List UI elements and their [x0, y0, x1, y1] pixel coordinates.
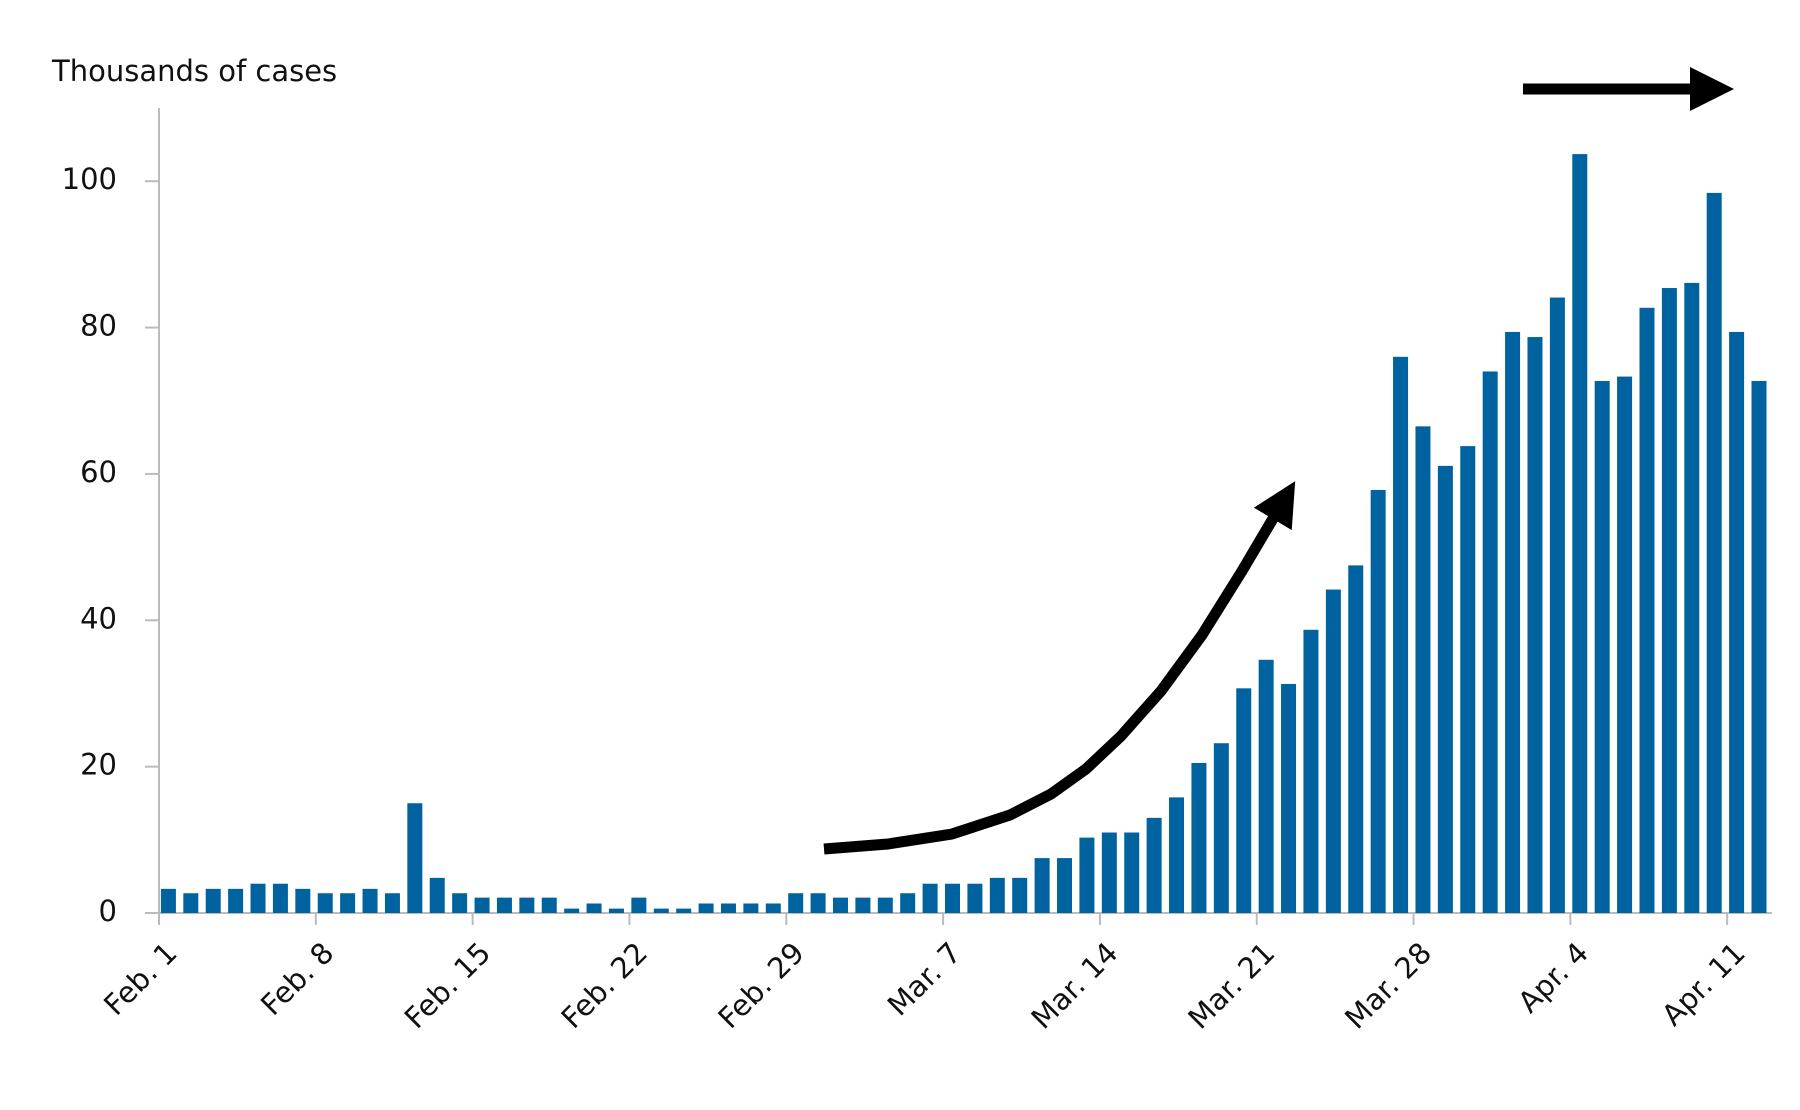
- bar: [989, 877, 1005, 913]
- x-tick-label: Feb. 1: [97, 936, 183, 1022]
- x-tick-label: Apr. 4: [1511, 936, 1595, 1020]
- bar: [272, 883, 288, 913]
- bar: [945, 883, 961, 913]
- bar: [1281, 683, 1297, 913]
- bar: [855, 897, 871, 913]
- bar: [631, 897, 647, 913]
- y-axis-label: Thousands of cases: [51, 54, 337, 88]
- bar: [810, 893, 826, 913]
- bar: [519, 897, 535, 913]
- x-tick-label: Mar. 21: [1181, 936, 1281, 1036]
- bar: [743, 903, 759, 913]
- bar: [228, 888, 244, 913]
- bar: [788, 893, 804, 913]
- bar: [1639, 307, 1655, 913]
- bar: [1706, 192, 1722, 913]
- bar: [362, 888, 378, 913]
- x-tick-label: Feb. 22: [555, 936, 654, 1035]
- x-tick-label: Mar. 7: [881, 936, 968, 1023]
- bar: [1124, 832, 1140, 913]
- x-tick-label: Mar. 28: [1338, 936, 1438, 1036]
- bar: [608, 908, 624, 913]
- bar: [1505, 331, 1521, 913]
- bar: [183, 893, 199, 913]
- bar: [1303, 629, 1319, 913]
- bar: [295, 888, 311, 913]
- bar: [1549, 297, 1565, 914]
- bar: [1079, 837, 1095, 913]
- bar: [317, 893, 333, 913]
- bar: [676, 908, 692, 913]
- bar: [429, 877, 445, 913]
- bar: [564, 908, 580, 913]
- bar: [1393, 356, 1409, 913]
- bar: [1661, 288, 1677, 913]
- growth-arrow: [823, 481, 1296, 855]
- bar: [384, 893, 400, 913]
- bar: [900, 893, 916, 913]
- bar: [541, 897, 557, 913]
- bar: [1348, 565, 1364, 913]
- bar: [1415, 426, 1431, 913]
- x-tick-label: Feb. 8: [254, 936, 340, 1022]
- bar: [1034, 858, 1050, 913]
- bar: [1684, 282, 1700, 913]
- bar: [1057, 858, 1073, 913]
- bar: [765, 903, 781, 913]
- bar: [1572, 154, 1588, 913]
- bar: [653, 908, 669, 913]
- x-tick-label: Feb. 29: [711, 936, 810, 1035]
- bar: [407, 803, 423, 913]
- y-tick-label: 80: [80, 309, 117, 343]
- bar: [496, 897, 512, 913]
- x-tick-label: Mar. 14: [1025, 936, 1125, 1036]
- bar: [1729, 331, 1745, 913]
- bar: [250, 883, 266, 913]
- bar: [877, 897, 893, 913]
- bar: [1617, 376, 1633, 913]
- bar: [1012, 877, 1028, 913]
- bar: [1482, 371, 1498, 913]
- bar: [1527, 337, 1543, 913]
- bar: [474, 897, 490, 913]
- bar: [1258, 659, 1274, 913]
- bar: [1460, 446, 1476, 913]
- bar: [1325, 589, 1341, 913]
- bar: [698, 903, 714, 913]
- bar: [1146, 817, 1162, 913]
- bar: [967, 883, 983, 913]
- y-tick-label: 0: [99, 894, 117, 928]
- bar: [832, 897, 848, 913]
- bar: [160, 888, 176, 913]
- bar: [1191, 762, 1207, 913]
- bar: [586, 903, 602, 913]
- bar: [1594, 380, 1610, 914]
- bar: [1169, 797, 1185, 913]
- bar: [340, 893, 356, 913]
- bar: [1751, 380, 1767, 914]
- bar: [1213, 743, 1229, 913]
- bar: [1437, 465, 1453, 913]
- y-tick-label: 100: [62, 162, 117, 196]
- y-tick-label: 60: [80, 455, 117, 489]
- bar: [205, 888, 221, 913]
- x-tick-label: Apr. 11: [1655, 936, 1752, 1033]
- bar: [1101, 832, 1117, 913]
- bar: [720, 903, 736, 913]
- y-tick-label: 40: [80, 601, 117, 635]
- bar: [922, 883, 938, 913]
- y-tick-label: 20: [80, 748, 117, 782]
- bar: [452, 893, 468, 913]
- x-tick-label: Feb. 15: [398, 936, 497, 1035]
- bar: [1370, 490, 1386, 913]
- bar: [1236, 688, 1252, 913]
